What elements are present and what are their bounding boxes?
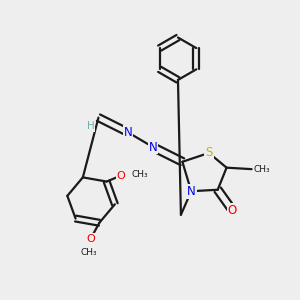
Text: CH₃: CH₃ bbox=[81, 248, 98, 257]
Text: N: N bbox=[124, 126, 132, 139]
Text: H: H bbox=[87, 122, 95, 131]
Text: CH₃: CH₃ bbox=[253, 165, 270, 174]
Text: CH₃: CH₃ bbox=[132, 170, 148, 179]
Text: N: N bbox=[148, 141, 157, 154]
Text: S: S bbox=[205, 146, 213, 159]
Text: O: O bbox=[86, 234, 95, 244]
Text: N: N bbox=[187, 185, 196, 198]
Text: O: O bbox=[116, 171, 125, 181]
Text: O: O bbox=[228, 204, 237, 217]
